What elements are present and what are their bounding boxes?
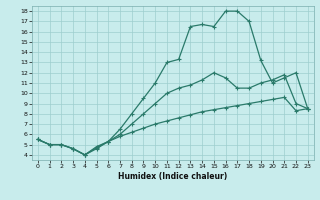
X-axis label: Humidex (Indice chaleur): Humidex (Indice chaleur) [118, 172, 228, 181]
